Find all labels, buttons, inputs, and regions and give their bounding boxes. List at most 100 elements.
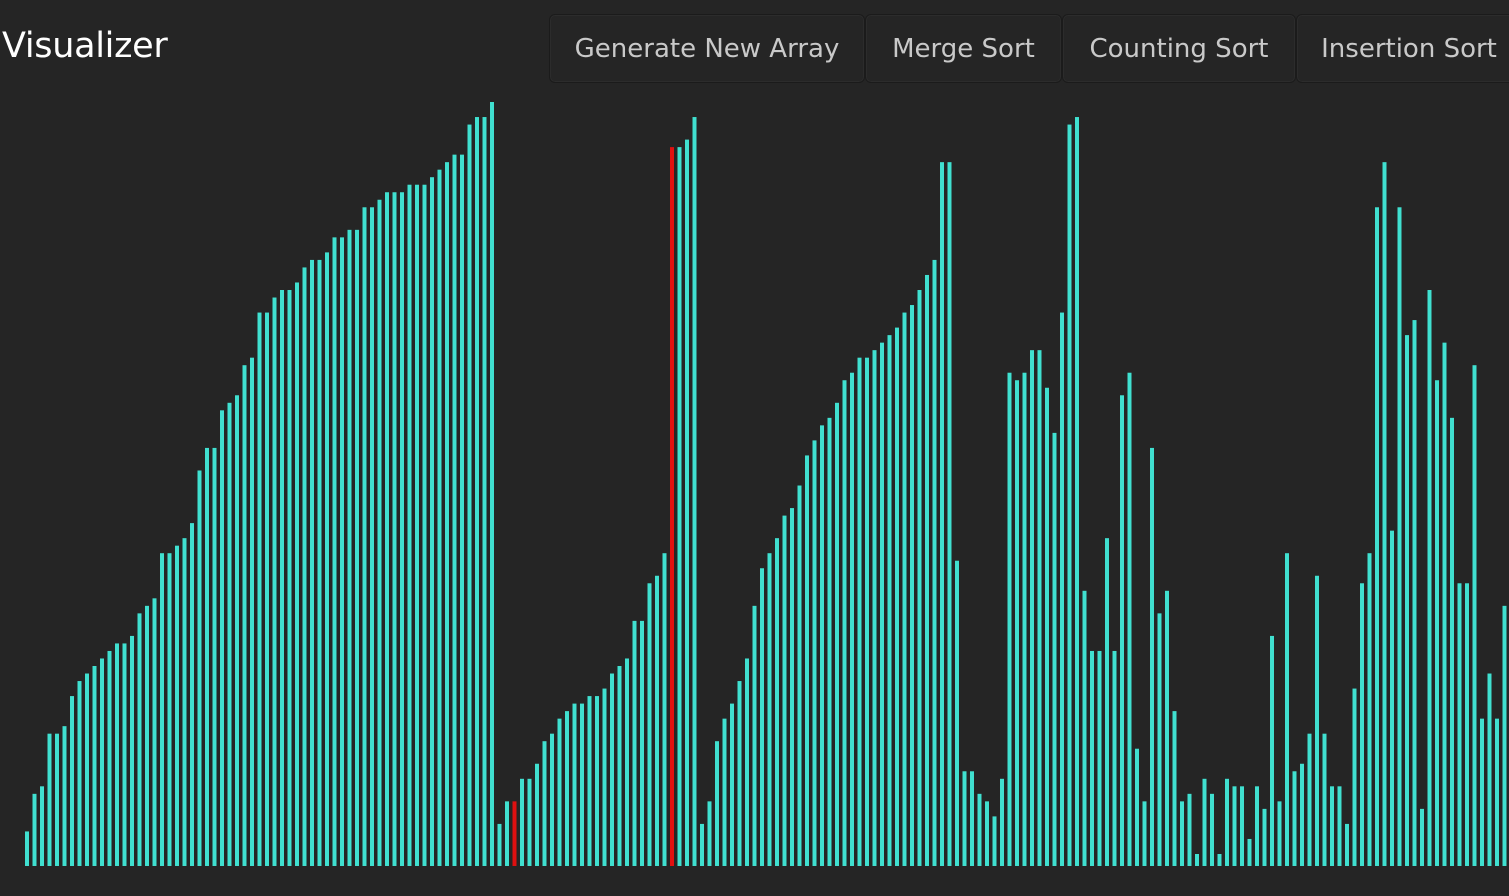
array-bar	[385, 192, 389, 867]
array-bar	[1360, 583, 1364, 866]
array-bar	[295, 282, 299, 867]
array-bar	[1472, 365, 1477, 866]
array-bar	[197, 470, 202, 866]
array-bar	[685, 139, 689, 867]
array-bar	[835, 402, 839, 866]
array-bar	[640, 620, 644, 866]
array-bar	[557, 718, 562, 866]
array-bar	[392, 192, 397, 867]
merge-sort-button[interactable]: Merge Sort	[865, 14, 1062, 83]
array-bar	[1405, 335, 1409, 866]
array-bar	[1322, 733, 1327, 866]
array-bar	[1210, 793, 1214, 866]
array-bar	[1375, 207, 1379, 866]
array-bar	[1112, 650, 1117, 866]
array-bar	[302, 267, 307, 866]
array-bar	[1442, 342, 1447, 866]
array-bar	[527, 778, 532, 866]
array-bar	[715, 741, 719, 866]
array-bar	[257, 312, 262, 866]
array-bar	[617, 666, 622, 866]
array-bar	[902, 312, 907, 866]
array-bar	[152, 598, 157, 866]
array-bar	[925, 274, 929, 867]
array-bar	[437, 169, 442, 866]
array-bar	[1180, 801, 1184, 866]
array-bar	[1330, 786, 1334, 866]
array-bar	[287, 290, 292, 866]
array-bar	[872, 350, 877, 866]
array-bar	[1090, 650, 1094, 866]
array-bar	[1465, 583, 1469, 866]
array-bar	[1420, 808, 1424, 866]
array-bar	[130, 635, 134, 866]
array-bar	[250, 357, 254, 866]
array-bar	[182, 538, 187, 866]
array-bar	[1255, 786, 1259, 866]
array-bar	[220, 410, 224, 866]
array-bar	[1217, 854, 1222, 866]
array-bar	[227, 402, 232, 866]
array-bar	[1007, 372, 1012, 866]
array-bar	[535, 763, 539, 866]
array-bar	[940, 162, 944, 866]
array-bar	[1187, 793, 1192, 866]
insertion-sort-button[interactable]: Insertion Sort	[1296, 14, 1509, 83]
generate-new-array-button[interactable]: Generate New Array	[549, 14, 865, 83]
array-bar	[1157, 613, 1162, 866]
array-bar	[1120, 395, 1124, 866]
array-bar	[272, 297, 277, 866]
array-bar	[1367, 553, 1372, 866]
array-bar	[632, 620, 637, 866]
array-bar	[932, 259, 937, 866]
array-bar	[1450, 417, 1454, 866]
array-bar	[317, 259, 322, 866]
array-bar	[310, 259, 314, 866]
array-bar	[910, 305, 914, 866]
array-bar	[797, 485, 802, 866]
array-bar	[505, 801, 509, 866]
array-bar	[857, 357, 862, 866]
array-bar	[115, 643, 119, 866]
array-bar	[1000, 778, 1004, 866]
array-bar	[1030, 350, 1034, 866]
array-bar	[782, 515, 787, 866]
array-bar	[490, 102, 494, 866]
array-bar	[1225, 778, 1229, 866]
array-bar	[865, 357, 869, 866]
array-bar	[1262, 808, 1267, 866]
counting-sort-button[interactable]: Counting Sort	[1062, 14, 1296, 83]
array-bar-active	[670, 147, 674, 866]
array-bar	[820, 425, 824, 866]
array-bar	[1060, 312, 1064, 866]
array-bar	[1315, 575, 1319, 866]
array-bar	[1232, 786, 1237, 866]
array-bar	[1502, 605, 1507, 866]
array-bar	[1285, 553, 1289, 866]
array-bar	[1300, 763, 1304, 866]
array-bar	[47, 733, 52, 866]
array-bar	[25, 831, 29, 866]
array-bar	[355, 229, 359, 867]
array-bar	[1037, 350, 1042, 866]
array-bar	[730, 703, 734, 866]
array-bar	[1015, 380, 1019, 866]
array-bar	[242, 365, 247, 866]
array-bar	[1247, 838, 1252, 866]
app-title: Visualizer	[2, 26, 168, 66]
array-bar	[70, 696, 74, 866]
array-bar	[887, 335, 892, 866]
array-bar	[752, 605, 757, 866]
array-bar	[1480, 718, 1484, 866]
array-bar	[62, 726, 67, 866]
array-bar	[850, 372, 854, 866]
array-bar	[662, 553, 667, 866]
array-bar	[340, 237, 344, 867]
array-bar	[467, 124, 472, 866]
array-bar	[707, 801, 712, 866]
array-bar	[205, 447, 209, 866]
array-bar	[655, 575, 659, 866]
array-bar	[917, 290, 922, 866]
